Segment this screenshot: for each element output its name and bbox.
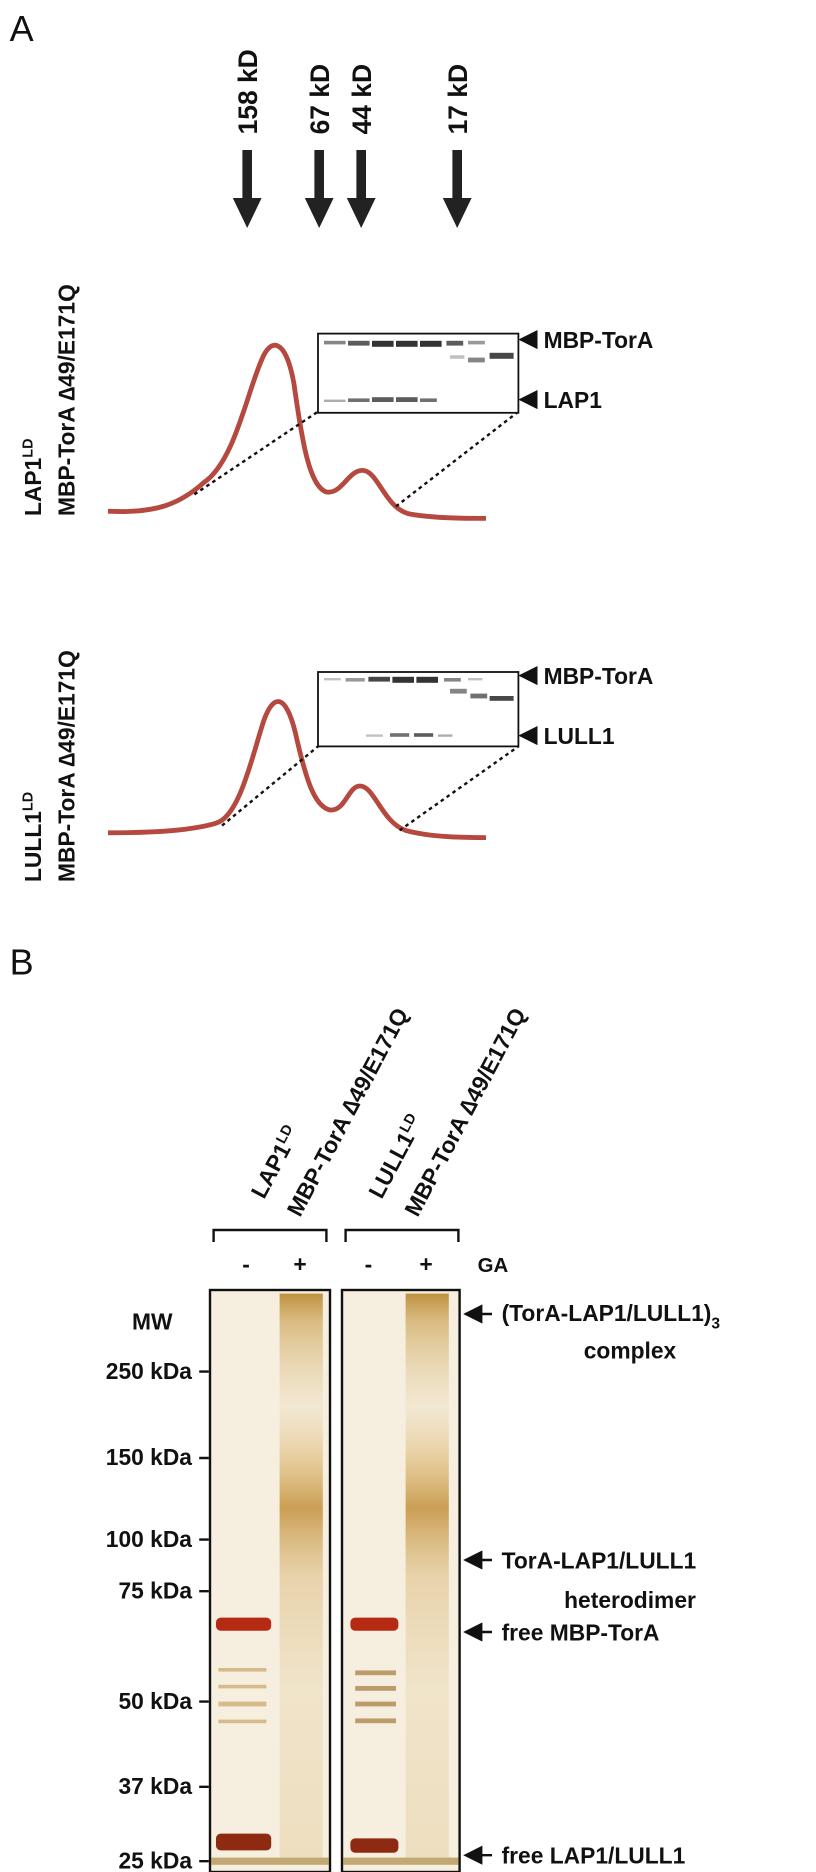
size-marker: 67 kD [305,64,335,134]
construct-label: LAP1LD [20,439,46,516]
zoom-line [221,745,319,827]
construct-name: LAP1 [20,457,46,516]
group-sup: LD [397,1111,420,1135]
mw-markers: 250 kDa 150 kDa 100 kDa 75 kDa 50 kDa 37… [106,1358,209,1872]
construct-name: LULL1 [20,811,46,882]
marker-arrow [304,150,334,228]
gel-label: MBP-TorA [544,327,654,353]
mw-label: 25 kDa [118,1847,192,1872]
lane-label: - [365,1251,373,1277]
mw-label: 150 kDa [106,1444,193,1470]
lane-label: - [242,1251,250,1277]
size-marker: 44 kD [347,64,377,134]
construct-sup: LD [20,792,36,811]
mw-label: 250 kDa [106,1358,193,1384]
mw-label: 100 kDa [106,1526,193,1552]
annotation: free LAP1/LULL1 [502,1843,686,1869]
mw-ticks [199,1370,209,1863]
annotation-sub: 3 [711,1315,720,1332]
size-marker: 158 kD [233,49,263,134]
marker-arrow [442,150,472,228]
mw-label: 37 kDa [118,1773,192,1799]
annotation: (TorA-LAP1/LULL1)3 [502,1300,721,1332]
zoom-line [395,410,520,508]
gel-label: LAP1 [544,387,603,413]
zoom-line [398,745,520,832]
panel-label: B [10,941,34,982]
gel-bands [324,340,514,402]
elution-trace [107,342,487,521]
annotation-text: (TorA-LAP1/LULL1) [502,1300,712,1326]
annotation: complex [584,1337,677,1363]
gel-label: LULL1 [544,723,615,749]
annotation: TorA-LAP1/LULL1 [502,1547,697,1573]
lane-label: + [293,1251,306,1277]
lane-group-label: MBP-TorA ∆49/E171Q [399,1003,531,1220]
bracket [212,1228,328,1242]
gel-label: MBP-TorA [544,663,654,689]
mw-label: 75 kDa [118,1577,192,1603]
group-sup: LD [273,1122,296,1146]
lane-label: + [419,1251,432,1277]
construct-sup: LD [20,439,36,458]
construct-label: LULL1LD [20,792,46,882]
marker-arrow [346,150,376,228]
size-marker: 17 kD [443,64,473,134]
zoom-line [193,410,319,496]
annotation: heterodimer [564,1587,696,1613]
panel-label: A [10,8,34,49]
construct-label: MBP-TorA ∆49/E171Q [53,650,79,882]
gel-inset [317,332,520,414]
treatment-label: GA [478,1255,509,1277]
gel [208,1288,332,1872]
mw-label: 50 kDa [118,1688,192,1714]
size-markers: 158 kD 67 kD 44 kD 17 kD [232,49,473,228]
elution-trace [107,699,487,840]
annotation: free MBP-TorA [502,1619,660,1645]
annotations: (TorA-LAP1/LULL1)3 complex TorA-LAP1/LUL… [463,1300,721,1869]
mw-title: MW [132,1309,173,1335]
gel [340,1288,461,1872]
bracket [344,1228,460,1242]
marker-arrow [232,150,262,228]
gel-bands [324,676,514,737]
construct-label: MBP-TorA ∆49/E171Q [53,284,79,516]
